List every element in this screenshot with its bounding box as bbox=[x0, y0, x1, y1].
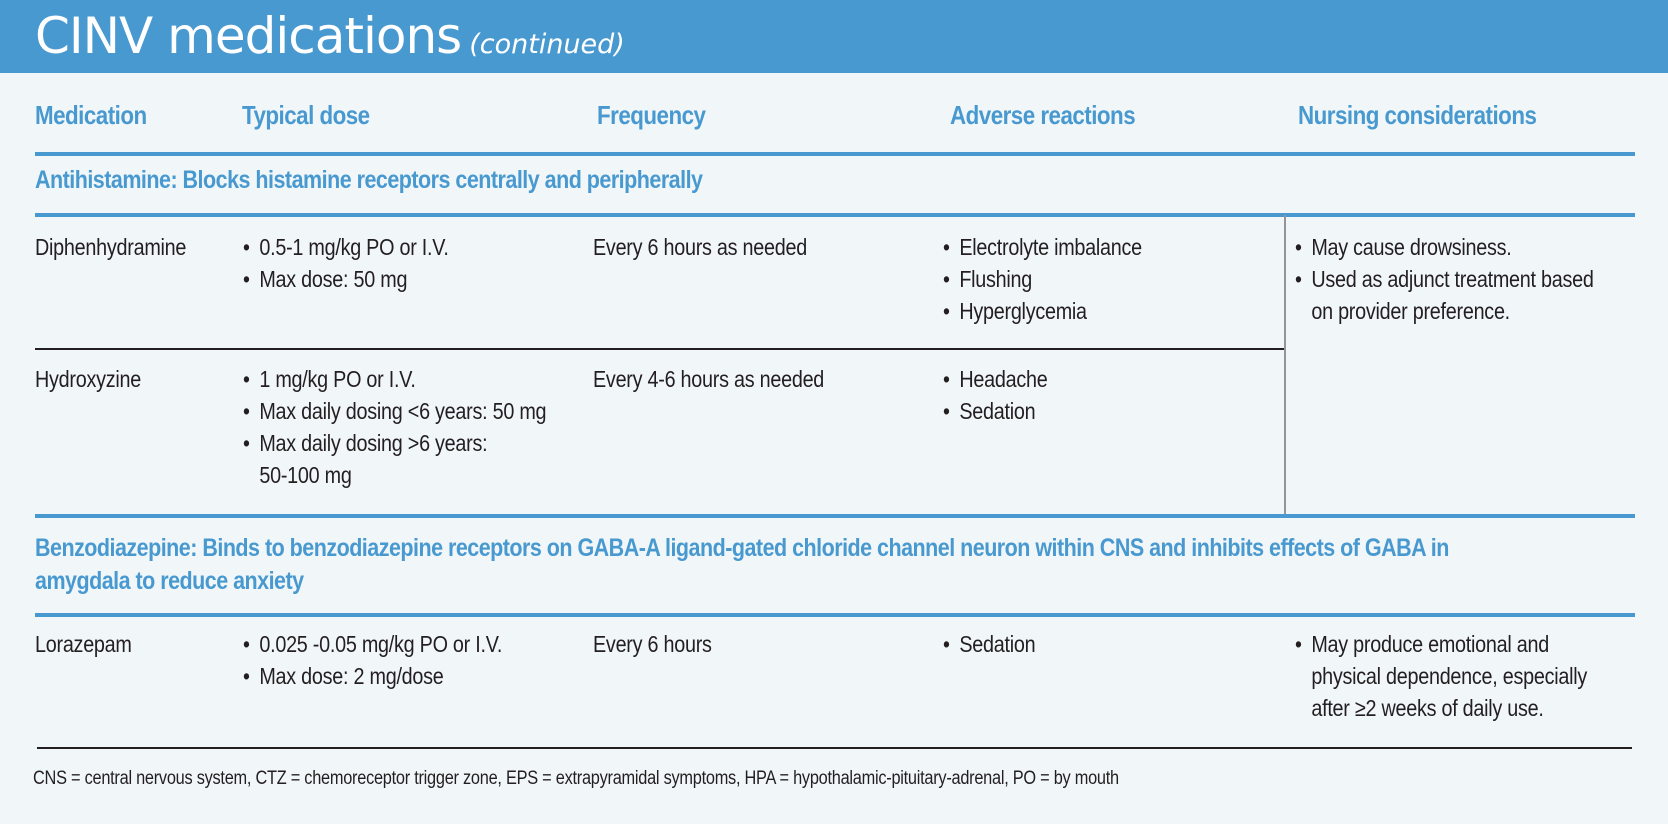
dose-list: 0.5-1 mg/kg PO or I.V. Max dose: 50 mg bbox=[243, 231, 449, 295]
adverse-item: Headache bbox=[943, 363, 1048, 395]
adverse-list: Electrolyte imbalance Flushing Hyperglyc… bbox=[943, 231, 1142, 327]
medication-name: Diphenhydramine bbox=[35, 234, 187, 260]
title-banner: CINV medications (continued) bbox=[0, 0, 1668, 73]
section-rule bbox=[35, 613, 1635, 617]
col-header-medication: Medication bbox=[35, 100, 147, 130]
dose-item: 0.5-1 mg/kg PO or I.V. bbox=[243, 231, 449, 263]
adverse-item: Sedation bbox=[943, 628, 1036, 660]
page-title: CINV medications (continued) bbox=[35, 4, 625, 77]
nursing-text: on provider preference. bbox=[1311, 298, 1510, 324]
adverse-item: Electrolyte imbalance bbox=[943, 231, 1142, 263]
section-heading-antihistamine: Antihistamine: Blocks histamine receptor… bbox=[35, 166, 703, 194]
title-text: CINV medications bbox=[35, 7, 462, 65]
nursing-text: May produce emotional and bbox=[1311, 631, 1549, 657]
adverse-list: Sedation bbox=[943, 628, 1036, 660]
row-rule bbox=[35, 348, 1284, 350]
dose-item: 0.025 -0.05 mg/kg PO or I.V. bbox=[243, 628, 502, 660]
medication-name: Hydroxyzine bbox=[35, 366, 141, 392]
section-heading-benzodiazepine: Benzodiazepine: Binds to benzodiazepine … bbox=[35, 532, 1449, 598]
frequency: Every 4-6 hours as needed bbox=[593, 366, 825, 392]
heading-text: Benzodiazepine: Binds to benzodiazepine … bbox=[35, 534, 1449, 562]
adverse-item: Sedation bbox=[943, 395, 1047, 427]
adverse-item: Hyperglycemia bbox=[943, 295, 1142, 327]
nursing-text: after ≥2 weeks of daily use. bbox=[1311, 695, 1544, 721]
col-header-dose: Typical dose bbox=[242, 100, 370, 130]
table-bottom-rule bbox=[37, 747, 1632, 749]
column-divider bbox=[1284, 215, 1286, 516]
dose-text: Max daily dosing >6 years: bbox=[259, 430, 488, 456]
medication-name: Lorazepam bbox=[35, 631, 132, 657]
section-rule bbox=[35, 213, 1635, 217]
dose-text: 50-100 mg bbox=[259, 462, 352, 488]
nursing-list: May cause drowsiness. Used as adjunct tr… bbox=[1295, 231, 1594, 327]
nursing-item: May produce emotional and physical depend… bbox=[1295, 628, 1587, 724]
dose-item: Max dose: 50 mg bbox=[243, 263, 449, 295]
col-header-frequency: Frequency bbox=[597, 100, 706, 130]
frequency: Every 6 hours bbox=[593, 631, 712, 657]
dose-item: 1 mg/kg PO or I.V. bbox=[243, 363, 546, 395]
nursing-item: May cause drowsiness. bbox=[1295, 231, 1594, 263]
nursing-text: physical dependence, especially bbox=[1311, 663, 1588, 689]
adverse-item: Flushing bbox=[943, 263, 1142, 295]
nursing-text: Used as adjunct treatment based bbox=[1311, 266, 1594, 292]
footnote: CNS = central nervous system, CTZ = chem… bbox=[33, 768, 1119, 789]
header-rule bbox=[35, 152, 1635, 156]
dose-list: 0.025 -0.05 mg/kg PO or I.V. Max dose: 2… bbox=[243, 628, 502, 692]
frequency: Every 6 hours as needed bbox=[593, 234, 807, 260]
dose-item: Max dose: 2 mg/dose bbox=[243, 660, 502, 692]
heading-text: amygdala to reduce anxiety bbox=[35, 567, 304, 595]
adverse-list: Headache Sedation bbox=[943, 363, 1048, 427]
dose-item: Max daily dosing >6 years: 50-100 mg bbox=[243, 427, 546, 491]
title-subtitle: (continued) bbox=[469, 29, 625, 60]
section-rule bbox=[35, 514, 1635, 518]
col-header-adverse: Adverse reactions bbox=[950, 100, 1136, 130]
dose-item: Max daily dosing <6 years: 50 mg bbox=[243, 395, 547, 427]
nursing-item: Used as adjunct treatment based on provid… bbox=[1295, 263, 1594, 327]
nursing-list: May produce emotional and physical depend… bbox=[1295, 628, 1587, 724]
dose-list: 1 mg/kg PO or I.V. Max daily dosing <6 y… bbox=[243, 363, 547, 491]
col-header-nursing: Nursing considerations bbox=[1298, 100, 1537, 130]
